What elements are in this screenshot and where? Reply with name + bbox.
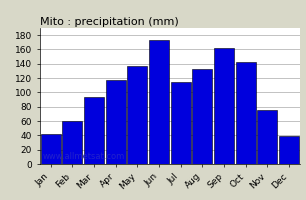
Bar [257,110,277,164]
Bar [236,62,256,164]
Text: www.allmetsat.com: www.allmetsat.com [42,152,125,161]
Bar [149,40,169,164]
Bar [192,69,212,164]
Bar [279,136,299,164]
Bar [127,66,147,164]
Text: Mito : precipitation (mm): Mito : precipitation (mm) [40,17,178,27]
Bar [106,80,126,164]
Bar [84,97,104,164]
Bar [41,134,61,164]
Bar [62,121,82,164]
Bar [171,82,191,164]
Bar [214,48,234,164]
